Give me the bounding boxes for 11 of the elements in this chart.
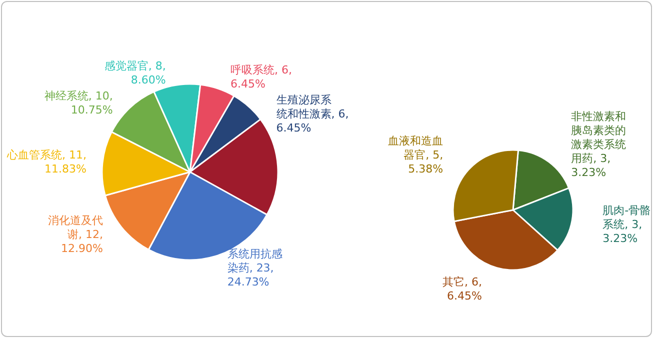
- slice-label: 其它, 6, 6.45%: [442, 275, 482, 302]
- slice-label: 感觉器官, 8, 8.60%: [104, 60, 166, 87]
- slice-label: 神经系统, 10, 10.75%: [44, 90, 113, 117]
- slice-label: 肌肉-骨骼系统, 3, 3.23%: [602, 204, 651, 246]
- slice-label: 血液和造血器官, 5, 5.38%: [388, 134, 444, 176]
- slice-label: 系统用抗感染药, 23, 24.73%: [227, 247, 282, 288]
- slice-label: 生殖泌尿系统和性激素, 6, 6.45%: [276, 94, 349, 135]
- slice-label: 心血管系统, 11, 11.83%: [6, 148, 87, 176]
- slice-label: 消化道及代谢, 12, 12.90%: [48, 214, 103, 256]
- slice-label: 呼吸系统, 6, 6.45%: [230, 64, 292, 91]
- slice-label: 非性激素和胰岛素类的激素类系统用药, 3, 3.23%: [571, 110, 626, 179]
